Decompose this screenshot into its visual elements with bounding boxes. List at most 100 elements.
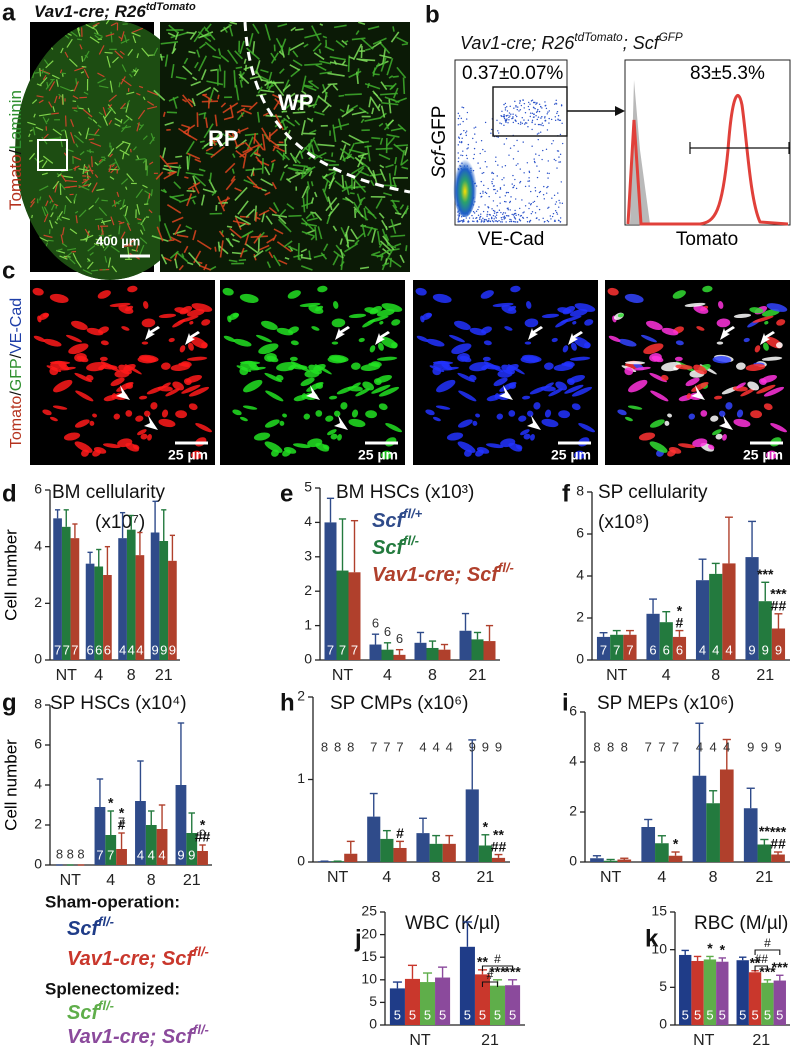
bar <box>159 541 169 660</box>
texture <box>131 32 141 37</box>
n-label: 8 <box>77 846 84 861</box>
error-bar <box>152 500 158 533</box>
n-label: 5 <box>776 1007 783 1022</box>
legend-sup: fl/- <box>193 1022 209 1037</box>
texture <box>217 195 226 212</box>
event <box>511 213 513 216</box>
texture <box>98 158 103 163</box>
cell <box>32 287 44 296</box>
texture <box>42 75 47 81</box>
event <box>510 196 512 198</box>
event <box>522 212 524 214</box>
event <box>501 178 503 181</box>
cell <box>618 338 637 347</box>
texture <box>395 144 409 147</box>
event <box>541 122 544 124</box>
texture <box>160 41 179 45</box>
texture <box>30 197 36 204</box>
event <box>511 183 513 185</box>
error-bar <box>96 778 104 807</box>
texture <box>212 87 219 93</box>
event <box>480 196 482 198</box>
texture <box>35 126 44 131</box>
texture <box>227 49 239 65</box>
cell <box>334 410 341 417</box>
n-label: 4 <box>148 847 155 862</box>
texture <box>327 72 345 77</box>
n-label: 9 <box>151 642 158 657</box>
event <box>508 116 510 119</box>
cell <box>504 326 513 331</box>
error-bar <box>96 548 102 567</box>
event <box>555 211 558 214</box>
event <box>457 144 459 146</box>
texture <box>399 204 405 210</box>
texture <box>190 80 202 87</box>
cell <box>232 313 240 318</box>
texture <box>162 111 166 118</box>
event <box>496 205 498 207</box>
event <box>476 220 478 223</box>
event <box>457 136 460 138</box>
texture <box>238 222 246 228</box>
n-label: 4 <box>699 642 706 657</box>
bracket-label: ## <box>755 952 769 966</box>
texture <box>100 240 105 249</box>
texture <box>384 258 388 265</box>
texture <box>82 178 87 181</box>
bar <box>175 785 187 865</box>
n-label: 6 <box>104 642 111 657</box>
texture <box>73 109 78 113</box>
texture <box>369 173 383 177</box>
event <box>546 172 549 174</box>
texture <box>200 69 207 81</box>
texture <box>72 252 77 260</box>
event <box>558 156 560 158</box>
event <box>474 126 477 128</box>
texture <box>200 194 205 206</box>
event <box>523 119 525 121</box>
stain-label: Tomato/GFP/VE-Cad <box>8 298 25 448</box>
texture <box>306 117 314 122</box>
texture <box>43 234 53 238</box>
event <box>531 145 533 147</box>
event <box>458 214 461 217</box>
event <box>516 115 518 118</box>
legend-entry: Scffl/- <box>67 914 114 940</box>
n-label: 9 <box>177 847 184 862</box>
texture <box>192 76 198 81</box>
texture <box>120 124 128 133</box>
event <box>461 219 463 222</box>
bar <box>771 628 786 660</box>
error-bar <box>473 631 482 640</box>
bar <box>380 838 394 862</box>
n-label: 7 <box>370 739 377 754</box>
texture <box>234 127 249 135</box>
cell <box>693 364 707 375</box>
event <box>530 100 533 102</box>
texture <box>378 122 384 127</box>
cell <box>766 303 788 312</box>
event <box>488 218 490 220</box>
cell <box>232 409 242 416</box>
significance: ** <box>750 954 761 970</box>
cell <box>435 405 451 410</box>
texture <box>319 60 332 65</box>
chart-title: SP HSCs (x10⁴) <box>50 693 187 714</box>
texture <box>283 240 293 248</box>
n-label: 6 <box>396 631 403 646</box>
event <box>512 116 514 118</box>
cell <box>633 366 651 371</box>
texture <box>335 40 345 48</box>
cell <box>649 441 668 453</box>
error-bar <box>416 631 425 643</box>
event <box>533 113 535 115</box>
texture <box>378 243 383 248</box>
event <box>515 187 518 190</box>
texture <box>238 71 246 79</box>
x-tick-label: 21 <box>752 1032 770 1048</box>
event <box>504 107 507 109</box>
cell <box>143 301 149 309</box>
texture <box>147 105 158 110</box>
event <box>462 219 465 221</box>
